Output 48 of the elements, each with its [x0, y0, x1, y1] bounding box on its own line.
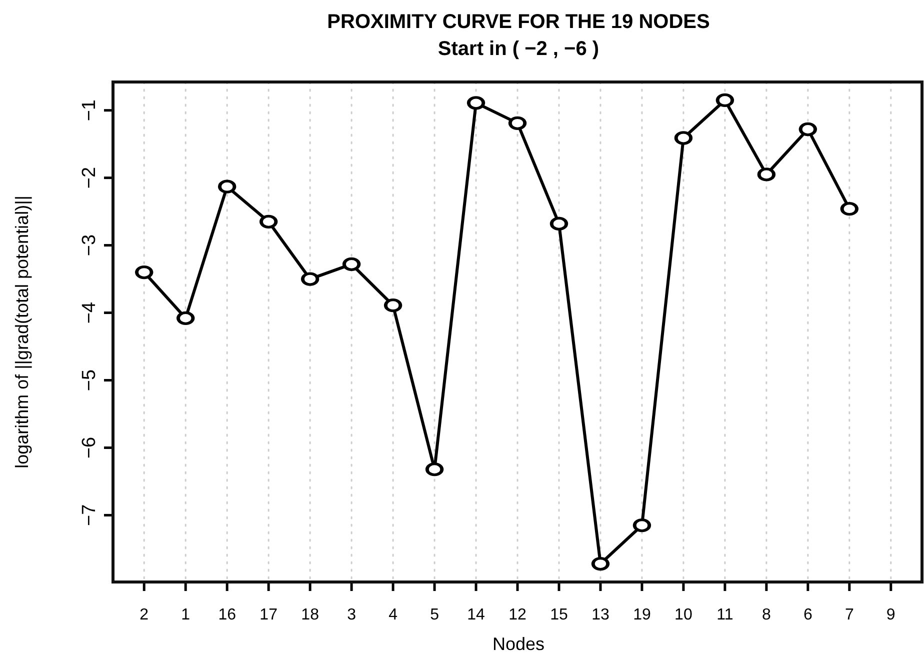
x-tick-label: 17: [260, 606, 278, 624]
x-axis-title: Nodes: [492, 634, 545, 654]
y-axis-title: logarithm of ||grad(total potential)||: [12, 196, 32, 468]
y-tick-label: −6: [79, 436, 100, 459]
x-tick-label: 9: [886, 606, 896, 624]
y-tick-label: −7: [79, 504, 100, 526]
x-tick-label: 4: [388, 606, 398, 624]
x-tick-label: 1: [181, 606, 190, 624]
y-tick-label: −4: [79, 302, 100, 324]
x-tick-label: 10: [674, 606, 692, 624]
x-tick-label: 16: [218, 606, 236, 624]
y-tick-label: −2: [79, 166, 100, 189]
x-tick-label: 13: [592, 606, 610, 624]
point: [758, 167, 776, 182]
point: [592, 556, 610, 571]
point: [301, 272, 319, 286]
x-tick-label: 7: [844, 606, 854, 624]
y-tick-label: −3: [79, 234, 100, 256]
x-tick-label: 19: [633, 606, 651, 624]
point: [135, 265, 153, 280]
point: [508, 116, 526, 130]
x-tick-label: 12: [508, 606, 526, 624]
x-tick-label: 18: [301, 606, 320, 624]
x-tick-label: 3: [347, 606, 356, 624]
y-tick-label: −5: [79, 369, 100, 392]
point: [342, 257, 360, 272]
y-tick-label: −1: [79, 100, 100, 122]
point: [218, 180, 236, 194]
point: [674, 130, 692, 146]
point: [176, 311, 194, 326]
x-tick-label: 2: [140, 606, 149, 624]
point: [426, 462, 444, 476]
point: [550, 216, 568, 231]
x-tick-label: 14: [467, 606, 486, 624]
point: [384, 298, 402, 312]
point: [799, 122, 817, 136]
x-tick-label: 11: [716, 606, 734, 624]
chart-subtitle: Start in ( −2 , −6 ): [438, 38, 600, 60]
x-tick-label: 8: [762, 606, 771, 624]
point: [467, 96, 485, 110]
point: [633, 518, 651, 532]
x-tick-label: 6: [803, 606, 812, 624]
point: [716, 93, 734, 108]
point: [840, 202, 858, 216]
chart-title: PROXIMITY CURVE FOR THE 19 NODES: [327, 11, 710, 33]
x-tick-label: 15: [550, 606, 568, 624]
point: [260, 214, 278, 229]
x-tick-label: 5: [430, 606, 440, 624]
